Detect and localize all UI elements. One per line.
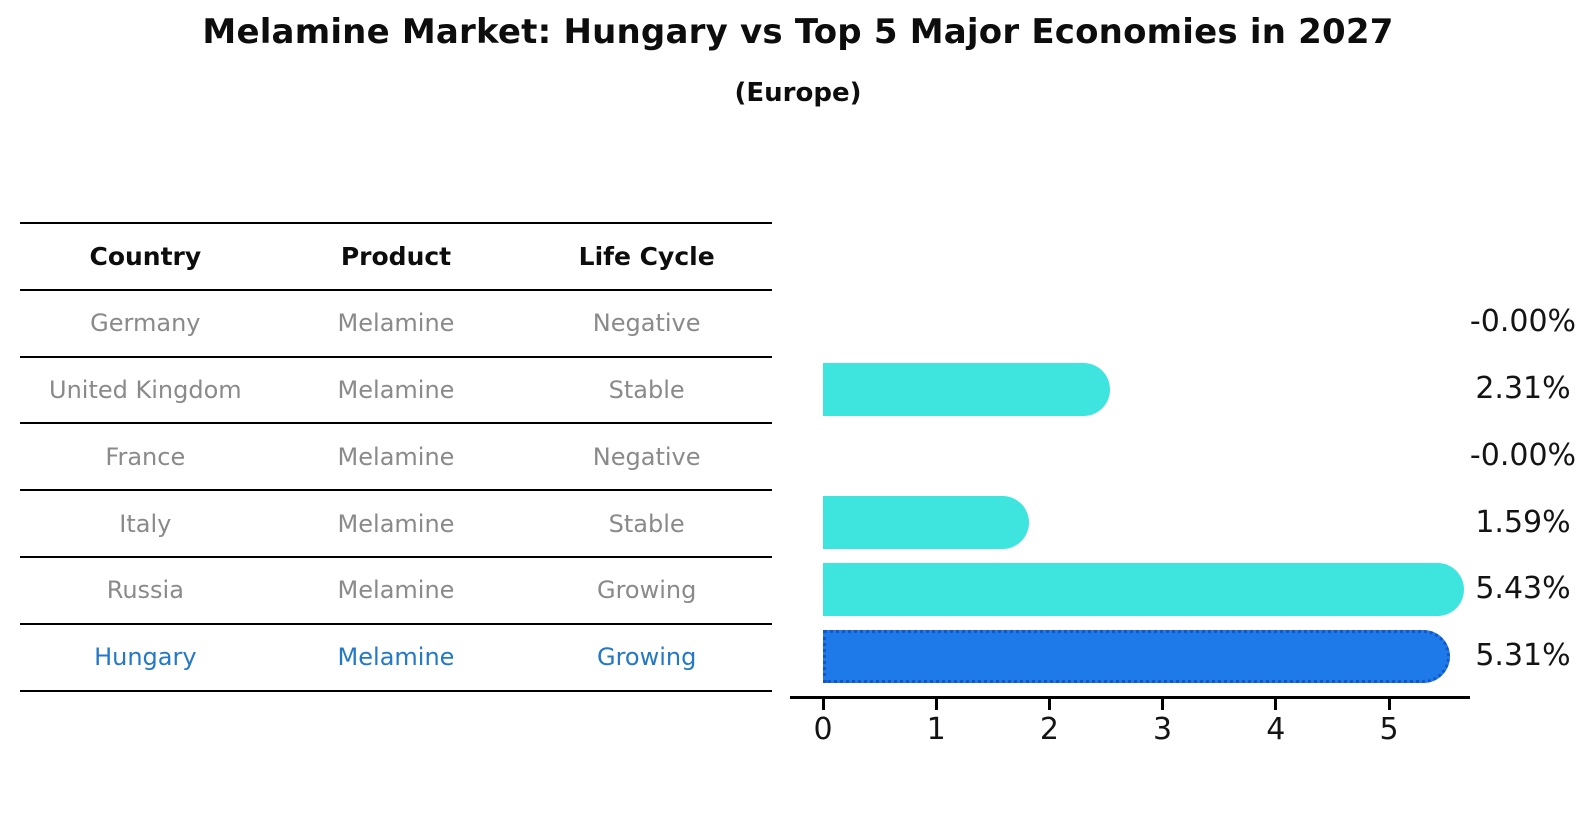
- chart-subtitle: (Europe): [734, 78, 862, 108]
- x-axis-tick: [1387, 699, 1391, 710]
- cell-life-cycle: Stable: [608, 375, 685, 404]
- cell-life-cycle: Growing: [596, 643, 697, 672]
- bar-united-kingdom: [823, 362, 1111, 416]
- x-axis-tick-label: 0: [813, 712, 833, 747]
- cell-product: Melamine: [337, 509, 455, 538]
- bar-russia: [823, 562, 1464, 616]
- bar-hungary: [823, 629, 1451, 683]
- value-label-germany: -0.00%: [1469, 304, 1577, 340]
- table-row-france: France Melamine Negative: [20, 424, 772, 492]
- x-axis-tick: [1161, 699, 1165, 710]
- table-row-united-kingdom: United Kingdom Melamine Stable: [20, 358, 772, 425]
- x-axis-tick-label: 3: [1153, 712, 1173, 747]
- cell-country: Russia: [106, 576, 184, 605]
- table-row-italy: Italy Melamine Stable: [20, 491, 772, 558]
- cell-country: Hungary: [94, 643, 197, 672]
- cell-product: Melamine: [337, 309, 455, 338]
- cell-life-cycle: Growing: [596, 576, 697, 605]
- x-axis-tick: [934, 699, 938, 710]
- x-axis-tick-label: 5: [1379, 712, 1399, 747]
- header-life-cycle: Life Cycle: [578, 241, 715, 271]
- country-table: Country Product Life Cycle Germany Melam…: [20, 222, 772, 692]
- table-row-germany: Germany Melamine Negative: [20, 291, 772, 358]
- value-label-hungary: 5.31%: [1475, 638, 1571, 674]
- cell-product: Melamine: [337, 576, 455, 605]
- table-row-hungary: Hungary Melamine Growing: [20, 625, 772, 692]
- cell-country: France: [105, 442, 186, 471]
- value-label-italy: 1.59%: [1475, 504, 1571, 540]
- value-label-france: -0.00%: [1469, 437, 1577, 473]
- x-axis-line: [790, 696, 1470, 699]
- value-label-united-kingdom: 2.31%: [1475, 371, 1571, 406]
- cell-product: Melamine: [337, 442, 455, 471]
- cell-life-cycle: Negative: [592, 309, 701, 338]
- x-axis-tick: [1274, 699, 1278, 710]
- x-axis-tick-label: 4: [1266, 712, 1286, 747]
- table-header-row: Country Product Life Cycle: [20, 224, 772, 291]
- x-axis-tick: [821, 699, 825, 710]
- header-country: Country: [89, 241, 202, 271]
- x-axis-tick-label: 2: [1039, 712, 1059, 747]
- chart-title: Melamine Market: Hungary vs Top 5 Major …: [202, 12, 1394, 52]
- x-axis-tick-label: 1: [926, 712, 946, 747]
- cell-life-cycle: Negative: [592, 442, 701, 471]
- cell-country: Germany: [90, 309, 201, 338]
- value-label-russia: 5.43%: [1475, 571, 1571, 607]
- cell-country: United Kingdom: [49, 375, 242, 404]
- cell-country: Italy: [119, 509, 172, 538]
- cell-product: Melamine: [337, 375, 455, 404]
- table-row-russia: Russia Melamine Growing: [20, 558, 772, 625]
- cell-life-cycle: Stable: [608, 509, 685, 538]
- cell-product: Melamine: [337, 643, 455, 672]
- bar-italy: [823, 496, 1029, 550]
- header-product: Product: [340, 241, 452, 271]
- x-axis-tick: [1047, 699, 1051, 710]
